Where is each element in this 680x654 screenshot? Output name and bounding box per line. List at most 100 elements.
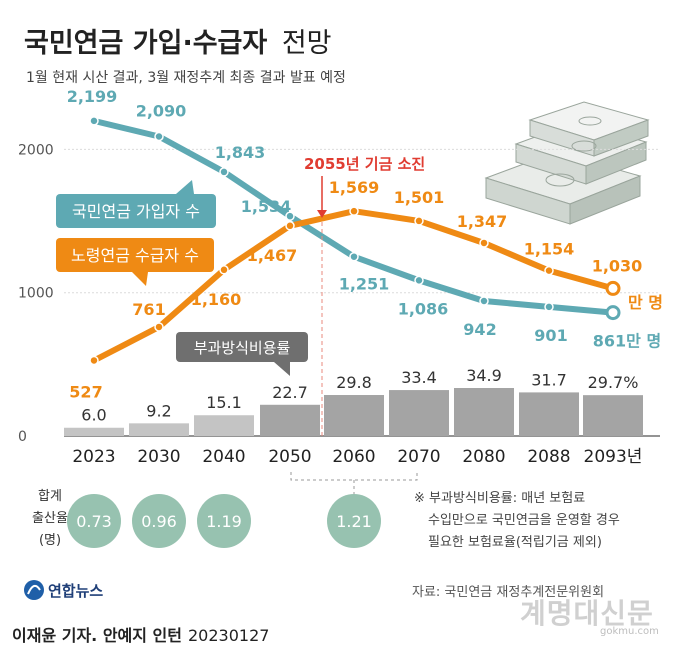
x-tick-label: 2080 xyxy=(462,447,505,467)
bar xyxy=(519,392,579,436)
x-tick-label: 2023 xyxy=(72,447,115,467)
note-line-3: 필요한 보험료율(적립기금 제외) xyxy=(428,535,602,550)
fertility-circles: 0.73 0.96 1.19 1.21 xyxy=(67,494,381,548)
legend-bars-pointer xyxy=(274,362,290,376)
series-point xyxy=(219,265,229,275)
series-point xyxy=(605,305,621,321)
series-point xyxy=(349,251,359,262)
recipient-value-label: 1,030 xyxy=(592,256,643,275)
series-point xyxy=(154,322,164,332)
title-main: 국민연금 가입·수급자 xyxy=(24,28,267,59)
watermark: 계명대신문 xyxy=(520,597,654,630)
legend-recipients-pointer xyxy=(132,272,148,286)
legend-bars-label: 부과방식비용률 xyxy=(194,339,291,357)
bar-value-label: 22.7 xyxy=(272,383,308,402)
x-tick-label: 2088 xyxy=(527,447,570,467)
note-line-1: ※ 부과방식비용률: 매년 보험료 xyxy=(414,491,585,506)
fertility-circle xyxy=(197,494,251,548)
series-point xyxy=(154,131,164,142)
yonhap-logo-text: 연합뉴스 xyxy=(48,582,103,600)
depletion-annotation: 2055년 기금 소진 xyxy=(304,155,425,436)
fertility-circle xyxy=(327,494,381,548)
bar xyxy=(260,404,320,436)
fertility-label-1: 합계 xyxy=(38,489,62,504)
legend-recipients-box xyxy=(56,238,214,272)
bar-value-label: 15.1 xyxy=(206,393,242,412)
bar-value-label: 34.9 xyxy=(466,366,502,385)
series-point xyxy=(479,238,489,248)
subscriber-value-label: 1,534 xyxy=(241,197,292,216)
subscriber-value-label: 901 xyxy=(534,326,567,345)
series-point xyxy=(285,211,295,221)
title-suffix: 전망 xyxy=(282,28,332,59)
lines xyxy=(89,116,621,366)
y-tick-label: 1000 xyxy=(18,286,54,302)
yonhap-logo: 연합뉴스 xyxy=(24,580,103,600)
bar xyxy=(454,388,514,436)
legend-recipients-label: 노령연금 수급자 수 xyxy=(71,246,199,265)
legend-bars-box xyxy=(176,332,308,362)
series-point xyxy=(285,221,295,231)
note: ※ 부과방식비용률: 매년 보험료 수입만으로 국민연금을 운영할 경우 필요한… xyxy=(414,491,620,550)
subscriber-value-label: 861만 명 xyxy=(593,332,661,351)
subscriber-value-label: 2,199 xyxy=(67,87,118,106)
bar-value-label: 29.8 xyxy=(336,373,372,392)
source: 자료: 국민연금 재정추계전문위원회 xyxy=(412,585,604,600)
bar xyxy=(64,427,124,436)
subscriber-value-label: 1,843 xyxy=(215,143,266,162)
bar-value-label: 33.4 xyxy=(401,368,437,387)
series-point xyxy=(219,167,229,177)
depletion-label: 2055년 기금 소진 xyxy=(304,155,425,173)
depletion-arrow-head xyxy=(317,210,327,218)
y-tick-label: 2000 xyxy=(18,142,54,158)
series-point xyxy=(414,216,424,226)
bar xyxy=(194,415,254,436)
title: 국민연금 가입·수급자 전망 xyxy=(24,28,332,59)
legend-subscribers: 국민연금 가입자 수 xyxy=(56,180,216,228)
subtitle: 1월 현재 시산 결과, 3월 재정추계 최종 결과 발표 예정 xyxy=(26,70,346,86)
legend-subscribers-pointer xyxy=(176,180,194,194)
legend-recipients: 노령연금 수급자 수 xyxy=(56,238,214,286)
series-point xyxy=(89,355,99,366)
series-point xyxy=(479,296,489,306)
bar-value-label: 6.0 xyxy=(81,406,106,425)
subscriber-value-label: 1,086 xyxy=(398,299,449,318)
note-line-2: 수입만으로 국민연금을 운영할 경우 xyxy=(428,513,620,528)
bar-value-label: 31.7 xyxy=(531,370,567,389)
x-tick-label: 2040 xyxy=(202,447,245,467)
y-tick-label: 0 xyxy=(18,429,27,445)
credit-date: 20230127 xyxy=(188,626,270,645)
recipient-value-label: 527 xyxy=(69,382,102,401)
series-point xyxy=(414,275,424,286)
series-point xyxy=(89,116,99,126)
recipient-value-label: 761 xyxy=(132,300,165,319)
recipient-value-label: 1,160 xyxy=(191,290,242,309)
bar xyxy=(324,395,384,436)
x-tick-label: 2030 xyxy=(137,447,180,467)
x-tick-label: 2093년 xyxy=(584,447,643,467)
series-point xyxy=(349,206,359,216)
series-point xyxy=(544,265,554,276)
subscriber-value-label: 2,090 xyxy=(136,102,187,121)
labels: 2,199 2,090 1,843 1,534 1,251 1,086 942 901 861만… xyxy=(67,87,663,402)
bars: 6.0 9.2 15.1 22.7 29.8 33.4 34.9 31.7 29.7% xyxy=(64,366,643,436)
legend-subscribers-box xyxy=(56,194,216,228)
recipient-value-label: 1,569 xyxy=(329,178,380,197)
recipient-value-label: 1,347 xyxy=(457,212,508,231)
fertility-value: 0.73 xyxy=(76,512,112,531)
x-tick-label: 2050 xyxy=(268,447,311,467)
bar xyxy=(129,423,189,436)
fertility-bracket xyxy=(290,472,418,481)
x-tick-label: 2060 xyxy=(332,447,375,467)
fertility-value: 1.21 xyxy=(336,512,372,531)
series-point xyxy=(544,302,554,312)
legend-bars: 부과방식비용률 xyxy=(176,332,308,376)
legend-subscribers-label: 국민연금 가입자 수 xyxy=(72,202,200,221)
recipient-unit-label: 만 명 xyxy=(628,293,663,312)
fertility-circle xyxy=(67,494,121,548)
fertility-label-3: (명) xyxy=(39,533,61,548)
bar xyxy=(389,390,449,436)
recipient-value-label: 1,154 xyxy=(524,240,575,259)
